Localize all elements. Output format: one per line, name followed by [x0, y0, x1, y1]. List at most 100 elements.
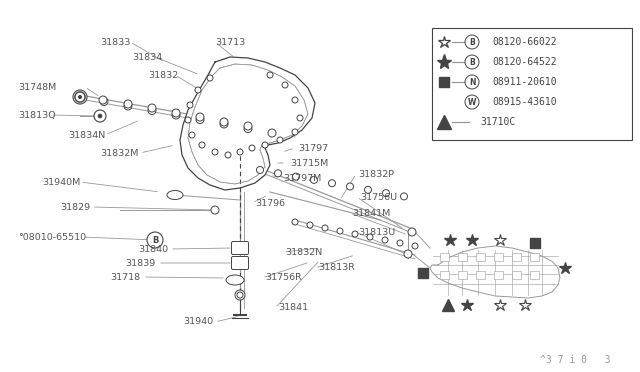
Text: 31839: 31839: [125, 259, 156, 267]
Circle shape: [365, 186, 371, 193]
Circle shape: [220, 120, 228, 128]
Text: 31832M: 31832M: [100, 148, 138, 157]
Bar: [512, 253, 521, 261]
Text: 31940: 31940: [183, 317, 213, 327]
Circle shape: [225, 152, 231, 158]
Text: 31832P: 31832P: [358, 170, 394, 179]
Text: B: B: [469, 58, 475, 67]
Circle shape: [267, 72, 273, 78]
Circle shape: [207, 75, 213, 81]
Circle shape: [185, 117, 191, 123]
Circle shape: [172, 111, 180, 119]
Circle shape: [401, 193, 408, 200]
Bar: [418, 268, 428, 278]
Circle shape: [244, 122, 252, 130]
Circle shape: [262, 142, 268, 148]
Circle shape: [196, 115, 204, 124]
Circle shape: [297, 115, 303, 121]
Text: 31813U: 31813U: [358, 228, 396, 237]
Circle shape: [408, 228, 416, 236]
Circle shape: [367, 234, 373, 240]
Circle shape: [124, 100, 132, 108]
Circle shape: [397, 240, 403, 246]
Circle shape: [292, 97, 298, 103]
Circle shape: [124, 102, 132, 110]
Circle shape: [465, 95, 479, 109]
Polygon shape: [180, 57, 315, 190]
Circle shape: [465, 75, 479, 89]
Text: N: N: [468, 77, 476, 87]
Circle shape: [352, 231, 358, 237]
Bar: [458, 253, 467, 261]
Text: 08911-20610: 08911-20610: [492, 77, 557, 87]
Circle shape: [275, 170, 282, 177]
Text: 31715M: 31715M: [290, 158, 328, 167]
Circle shape: [148, 104, 156, 112]
Circle shape: [94, 110, 106, 122]
Text: 31797M: 31797M: [283, 173, 321, 183]
Text: 31841: 31841: [278, 304, 308, 312]
Circle shape: [76, 93, 84, 101]
Circle shape: [79, 96, 81, 99]
Text: 31940M: 31940M: [42, 177, 80, 186]
Circle shape: [195, 87, 201, 93]
Circle shape: [382, 237, 388, 243]
Circle shape: [98, 114, 102, 118]
Circle shape: [196, 113, 204, 121]
Circle shape: [268, 129, 276, 137]
Circle shape: [292, 219, 298, 225]
Circle shape: [79, 96, 81, 99]
Circle shape: [346, 183, 353, 190]
Circle shape: [77, 94, 83, 100]
Text: 31841M: 31841M: [352, 208, 390, 218]
Text: 31718: 31718: [110, 273, 140, 282]
Circle shape: [73, 90, 87, 104]
Text: W: W: [468, 97, 476, 106]
Bar: [440, 253, 449, 261]
Bar: [494, 253, 503, 261]
Text: 31713: 31713: [215, 38, 245, 46]
Text: 31834N: 31834N: [68, 131, 105, 140]
Text: 31833: 31833: [100, 38, 131, 46]
Circle shape: [211, 206, 219, 214]
Circle shape: [237, 292, 243, 298]
Circle shape: [249, 145, 255, 151]
FancyBboxPatch shape: [232, 241, 248, 254]
Circle shape: [220, 118, 228, 126]
Bar: [476, 253, 485, 261]
Circle shape: [99, 96, 107, 104]
Circle shape: [282, 82, 288, 88]
Circle shape: [383, 190, 390, 196]
Bar: [530, 271, 539, 279]
Text: B: B: [152, 235, 158, 244]
Circle shape: [75, 92, 85, 102]
Bar: [458, 271, 467, 279]
FancyBboxPatch shape: [232, 257, 248, 269]
Ellipse shape: [167, 190, 183, 199]
Circle shape: [244, 125, 252, 132]
Text: 31813Q: 31813Q: [18, 110, 56, 119]
Text: 31840: 31840: [138, 244, 168, 253]
Circle shape: [292, 173, 300, 180]
Circle shape: [147, 232, 163, 248]
Circle shape: [75, 92, 85, 102]
Text: 31710C: 31710C: [480, 117, 515, 127]
Text: B: B: [469, 38, 475, 46]
Circle shape: [337, 228, 343, 234]
Text: 31832: 31832: [148, 71, 179, 80]
Circle shape: [328, 180, 335, 187]
Text: 31813R: 31813R: [318, 263, 355, 273]
Circle shape: [172, 109, 180, 117]
Text: 31748M: 31748M: [18, 83, 56, 92]
Circle shape: [404, 250, 412, 258]
Bar: [494, 271, 503, 279]
Text: 31797: 31797: [298, 144, 328, 153]
Circle shape: [310, 176, 317, 183]
Bar: [530, 253, 539, 261]
Circle shape: [292, 129, 298, 135]
Circle shape: [307, 222, 313, 228]
Bar: [439, 77, 449, 87]
Text: 31756U: 31756U: [360, 192, 397, 202]
Text: 31829: 31829: [60, 202, 90, 212]
Text: 08120-66022: 08120-66022: [492, 37, 557, 47]
